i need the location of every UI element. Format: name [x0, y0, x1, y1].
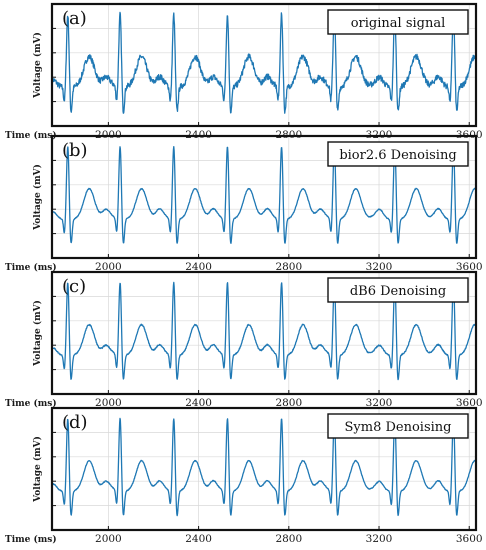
x-tick-label: 2000 — [95, 261, 122, 273]
plot-frame — [50, 134, 478, 260]
legend-box — [327, 9, 469, 35]
x-axis-label: Time (ms) — [5, 130, 57, 141]
x-tick-label: 3600 — [456, 533, 483, 545]
panel-label: (b) — [62, 140, 88, 161]
x-tick-label: 2400 — [185, 533, 212, 545]
x-tick-label: 2800 — [275, 261, 302, 273]
legend-box — [327, 277, 469, 303]
ecg-signal-line — [51, 281, 477, 381]
y-axis-label: Voltage (mV) — [32, 436, 43, 503]
ecg-signal-line — [51, 146, 477, 244]
y-axis-label: Voltage (mV) — [32, 32, 43, 99]
ecg-signal-line — [51, 417, 477, 517]
ecg-signal-line — [51, 11, 477, 114]
x-tick-label: 2000 — [95, 397, 122, 409]
panel-label: (a) — [62, 8, 87, 29]
x-tick-label: 2400 — [185, 397, 212, 409]
x-axis-label: Time (ms) — [5, 398, 57, 409]
grid-lines — [52, 408, 476, 530]
grid-lines — [52, 272, 476, 394]
legend-box — [327, 141, 469, 167]
legend-label: original signal — [351, 16, 446, 31]
x-tick-label: 3600 — [456, 261, 483, 273]
legend-box — [327, 413, 469, 439]
x-tick-label: 3200 — [366, 533, 393, 545]
x-tick-label: 2800 — [275, 533, 302, 545]
panel-label: (c) — [62, 276, 86, 297]
legend-label: Sym8 Denoising — [345, 420, 452, 435]
x-axis-label: Time (ms) — [5, 262, 57, 273]
x-tick-label: 3600 — [456, 397, 483, 409]
legend-label: bior2.6 Denoising — [339, 148, 456, 163]
y-axis-label: Voltage (mV) — [32, 164, 43, 231]
plot-frame — [50, 270, 478, 396]
y-axis-label: Voltage (mV) — [32, 300, 43, 367]
ecg-panel-4: 2000 2400 2800 3200 3600 Time (ms) Voltage (mV… — [5, 406, 483, 545]
plot-frame — [50, 406, 478, 532]
panel-label: (d) — [62, 412, 88, 433]
plot-frame — [50, 2, 478, 128]
x-tick-label: 3200 — [366, 397, 393, 409]
ecg-panel-3: 2000 2400 2800 3200 3600 Time (ms) Voltage (mV… — [5, 270, 483, 409]
x-axis-label: Time (ms) — [5, 534, 57, 545]
x-tick-label: 2400 — [185, 261, 212, 273]
x-tick-label: 3200 — [366, 261, 393, 273]
x-tick-label: 2000 — [95, 533, 122, 545]
ecg-panel-2: 2000 2400 2800 3200 3600 Time (ms) Voltage (mV… — [5, 134, 483, 273]
x-tick-label: 2800 — [275, 397, 302, 409]
legend-label: dB6 Denoising — [350, 284, 446, 299]
